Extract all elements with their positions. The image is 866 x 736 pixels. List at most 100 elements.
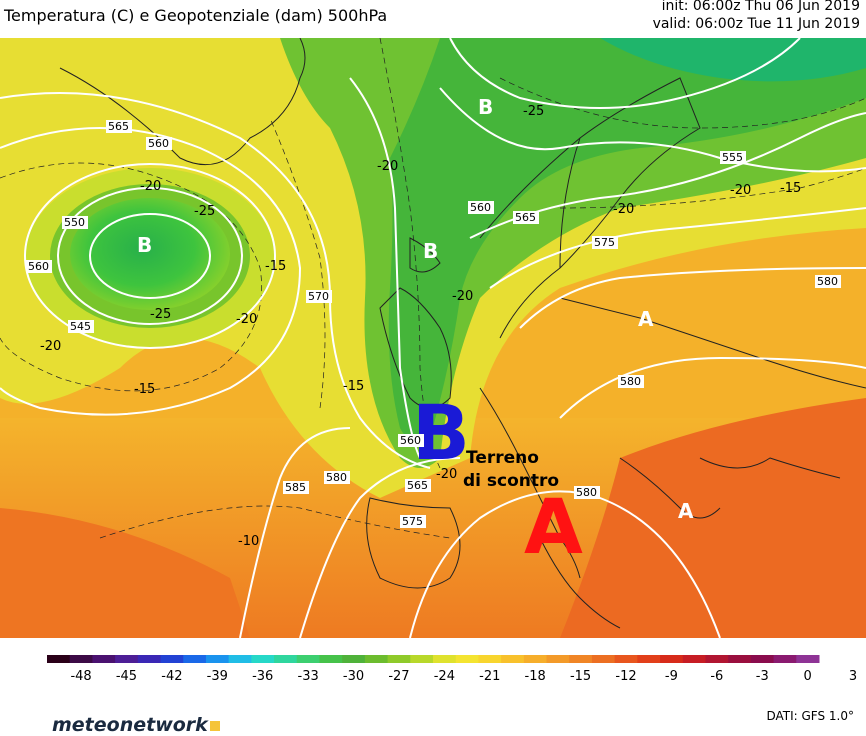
isohypse-label: 565 [108, 120, 129, 133]
color-legend-swatches [47, 655, 820, 663]
isohypse-label: 560 [400, 434, 421, 447]
isotherms [0, 38, 866, 539]
isohypse-label: 580 [620, 375, 641, 388]
brand-text: meteonetwork [52, 714, 208, 736]
color-legend-tick: -45 [116, 669, 137, 684]
isohypse-label: 580 [326, 471, 347, 484]
isotherm-label: -20 [236, 312, 257, 327]
big-high-label: A [524, 482, 583, 571]
color-legend-tick: -18 [525, 669, 546, 684]
isotherm-label: -25 [194, 204, 215, 219]
isohypse-label: 575 [402, 515, 423, 528]
north-deep [388, 38, 866, 442]
data-source: DATI: GFS 1.0° [766, 709, 854, 723]
isotherm-label: -20 [452, 289, 473, 304]
color-legend-ticks: -48 -45 -42 -39 -36 -33 -30 -27 -24 -21 -18 -15 -12-… [70, 669, 857, 684]
isotherm-label: -20 [613, 202, 634, 217]
isohypse-label: 585 [285, 481, 306, 494]
color-swatch [433, 655, 457, 663]
color-legend-tick: -12 [615, 669, 636, 684]
brand-square-icon [209, 720, 220, 731]
color-swatch [319, 655, 343, 663]
color-swatch [637, 655, 661, 663]
coastlines [59, 38, 866, 629]
color-legend-tick: 3 [849, 669, 857, 684]
color-legend-tick: -39 [207, 669, 228, 684]
isohypse-label: 565 [407, 479, 428, 492]
color-legend-tick: 0 [804, 669, 812, 684]
isotherm-label: -20 [377, 159, 398, 174]
isohypse-label: 560 [28, 260, 49, 273]
isohypse-label: 555 [722, 151, 743, 164]
southwest-hot [0, 508, 250, 638]
color-swatch [160, 655, 184, 663]
color-swatch [364, 655, 389, 663]
isotherm-label: -25 [150, 307, 171, 322]
color-swatch [682, 655, 706, 663]
color-swatch [546, 655, 570, 663]
big-low-label: B [412, 388, 470, 477]
color-swatch [750, 655, 775, 663]
isotherm-label: -15 [134, 382, 155, 397]
low-label-northsea: B [423, 239, 438, 263]
color-swatch [228, 655, 252, 663]
color-legend-tick: -15 [570, 669, 591, 684]
isohypse-label: 575 [594, 236, 615, 249]
atlantic-low-inner [70, 198, 230, 310]
annotation-line2: di scontro [463, 471, 559, 491]
isohypse-label: 560 [148, 137, 169, 150]
isotherm-label: -15 [265, 259, 286, 274]
color-swatch [69, 655, 93, 663]
isohypse-label: 580 [817, 275, 838, 288]
isohypse-label: 580 [576, 486, 597, 499]
brand-logo: meteonetwork [52, 714, 220, 736]
low-label-atlantic: B [137, 233, 152, 257]
geopotential-labels: 565 560 550 545 555 560 565 570 575 580 … [26, 120, 841, 528]
color-legend-tick: -36 [252, 669, 273, 684]
isohypse-label: 550 [64, 216, 85, 229]
color-legend-tick: -42 [161, 669, 182, 684]
color-swatch [728, 655, 752, 663]
color-swatch [92, 655, 116, 663]
color-swatch [205, 655, 230, 663]
color-swatch [342, 655, 366, 663]
color-legend-tick: -27 [388, 669, 409, 684]
color-swatch [796, 655, 820, 663]
isotherm-label: -20 [140, 179, 161, 194]
color-legend-tick: -9 [665, 669, 678, 684]
color-swatch [705, 655, 729, 663]
isotherm-label: -20 [730, 183, 751, 198]
color-swatch [569, 655, 593, 663]
low-label-norway: B [478, 95, 493, 119]
map-title: Temperatura (C) e Geopotenziale (dam) 50… [4, 6, 388, 25]
valid-time: valid: 06:00z Tue 11 Jun 2019 [652, 16, 860, 32]
color-swatch [660, 655, 684, 663]
color-legend-tick: -48 [70, 669, 91, 684]
color-swatch [410, 655, 434, 663]
color-legend-tick: -21 [479, 669, 500, 684]
temperature-labels: -20 -25 -15 -20 -25 -20 -25 -20 -20 -15 … [40, 104, 801, 549]
color-swatch [455, 655, 479, 663]
isotherm-label: -20 [40, 339, 61, 354]
color-swatch [47, 655, 71, 663]
isotherm-label: -25 [523, 104, 544, 119]
arctic-core [600, 38, 866, 82]
color-swatch [591, 655, 616, 663]
color-swatch [478, 655, 502, 663]
color-swatch [523, 655, 548, 663]
color-swatch [387, 655, 411, 663]
isohypse-label: 545 [70, 320, 91, 333]
annotation-line1: Terreno [466, 448, 539, 468]
isohypse-label: 565 [515, 211, 536, 224]
color-swatch [251, 655, 275, 663]
color-legend-tick: -33 [298, 669, 319, 684]
weather-map: B B B A A B A Terreno di scontro 565 560… [0, 38, 866, 638]
color-swatch [274, 655, 298, 663]
color-legend-tick: -6 [710, 669, 723, 684]
isohypse-label: 560 [470, 201, 491, 214]
high-label-greece: A [678, 499, 694, 523]
color-legend-tick: -24 [434, 669, 455, 684]
isotherm-label: -20 [436, 467, 457, 482]
isotherm-label: -15 [780, 181, 801, 196]
isotherm-label: -15 [343, 379, 364, 394]
